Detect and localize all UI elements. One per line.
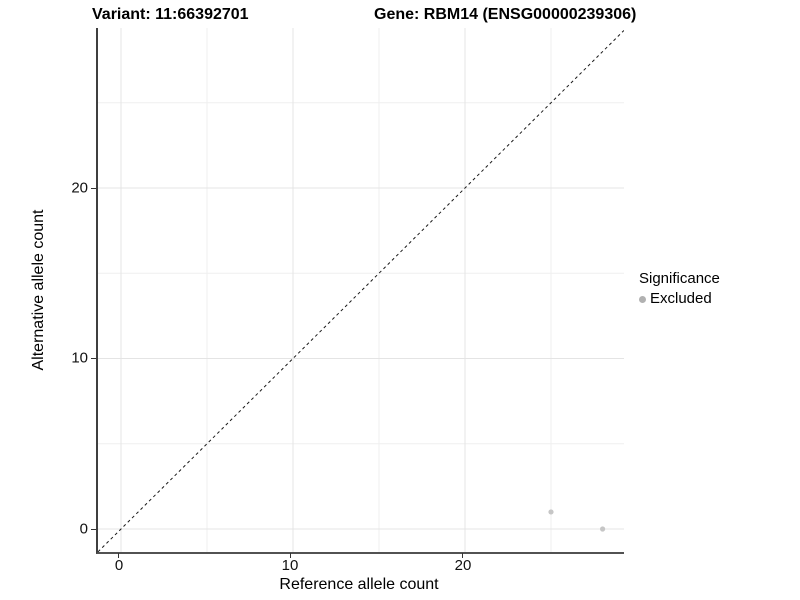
x-tick-mark [462,553,463,558]
x-axis-title: Reference allele count [279,576,439,593]
plot-area-svg [98,28,624,552]
data-point [600,526,606,532]
x-tick-label: 10 [281,557,299,574]
data-point [548,509,554,515]
legend-item-excluded: Excluded [639,290,720,308]
y-tick-mark [91,188,96,189]
legend: Significance Excluded [639,270,720,308]
y-tick-mark [91,529,96,530]
x-tick-label: 20 [454,557,472,574]
y-tick-label: 20 [71,179,88,197]
y-axis-title: Alternative allele count [30,209,47,371]
plot-title-gene: Gene: RBM14 (ENSG00000239306) [374,6,637,23]
plot-panel [96,28,624,554]
legend-title: Significance [639,270,720,287]
legend-item-label: Excluded [650,290,712,307]
excluded-point-icon [639,295,646,303]
y-tick-label: 0 [79,520,88,538]
plot-title-variant: Variant: 11:66392701 [92,6,249,23]
x-tick-mark [118,553,119,558]
x-tick-label: 0 [114,557,124,574]
y-tick-mark [91,358,96,359]
x-tick-mark [290,553,291,558]
y-tick-label: 10 [71,349,88,367]
